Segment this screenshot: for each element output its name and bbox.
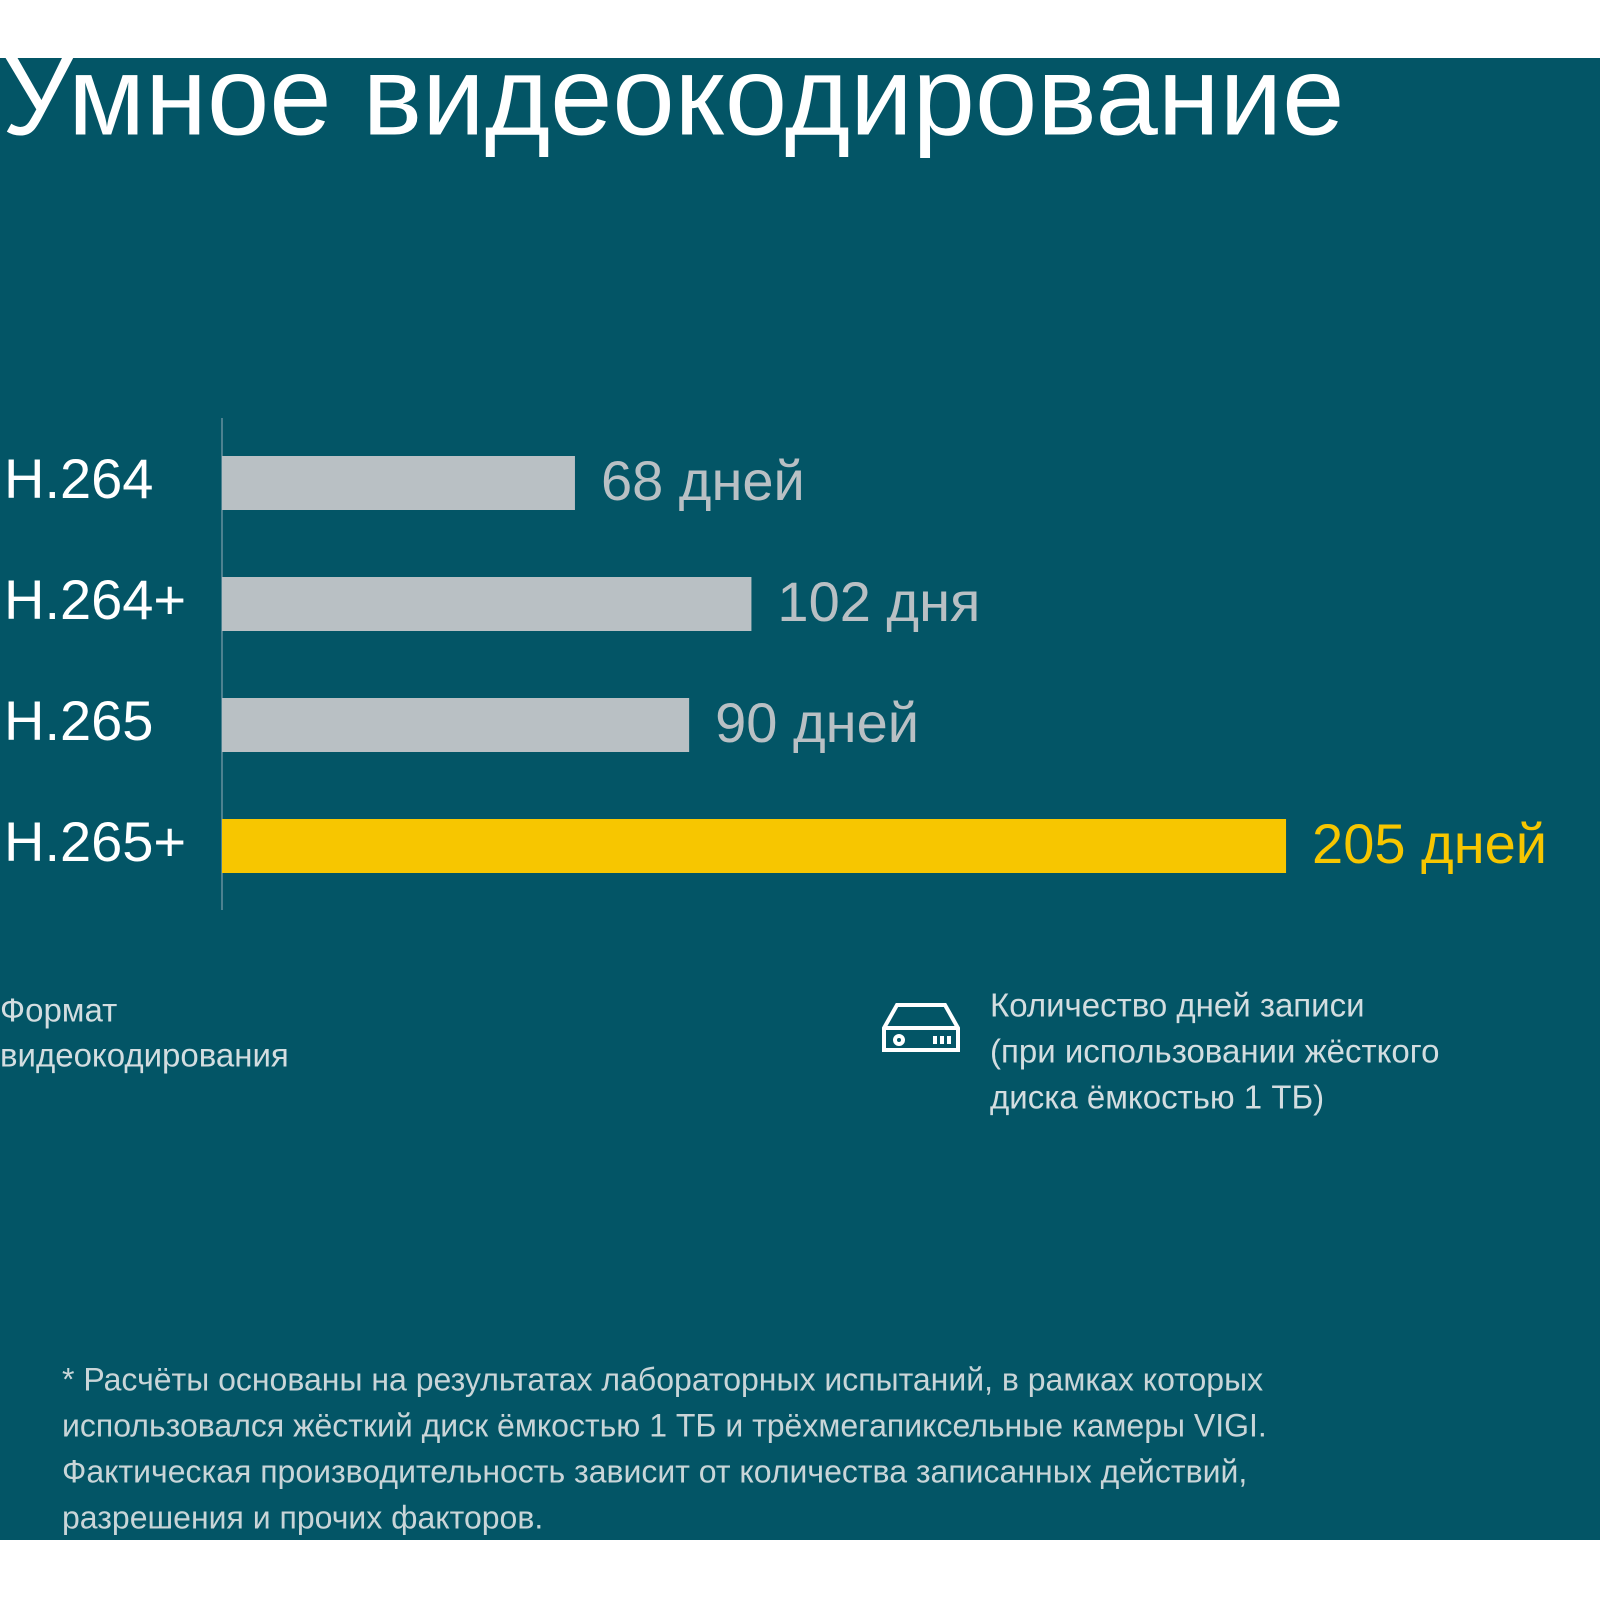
bar — [222, 456, 575, 510]
background — [0, 58, 1600, 1540]
footnote: * Расчёты основаны на результатах лабора… — [62, 1361, 1263, 1397]
x-axis-label: Количество дней записи — [990, 987, 1365, 1024]
category-label: H.265 — [4, 689, 153, 752]
value-label: 205 дней — [1312, 812, 1547, 875]
chart-title: Умное видеокодирование — [2, 34, 1344, 159]
category-label: H.265+ — [4, 810, 186, 873]
hdd-icon — [882, 1003, 960, 1052]
value-label: 90 дней — [715, 691, 919, 754]
bar — [222, 577, 752, 631]
x-axis-label: (при использовании жёсткого — [990, 1033, 1439, 1070]
footnote: Фактическая производительность зависит о… — [62, 1453, 1247, 1489]
footnote: разрешения и прочих факторов. — [62, 1499, 543, 1535]
value-label: 102 дня — [777, 570, 980, 633]
category-label: H.264+ — [4, 568, 186, 631]
value-label: 68 дней — [601, 449, 805, 512]
bar — [222, 819, 1287, 873]
x-axis-label: диска ёмкостью 1 ТБ) — [990, 1079, 1324, 1116]
bar — [222, 698, 690, 752]
y-axis-label: Формат — [0, 992, 117, 1029]
y-axis-label: видеокодирования — [0, 1037, 289, 1074]
category-label: H.264 — [4, 447, 153, 510]
footnote: использовался жёсткий диск ёмкостью 1 ТБ… — [62, 1407, 1267, 1443]
